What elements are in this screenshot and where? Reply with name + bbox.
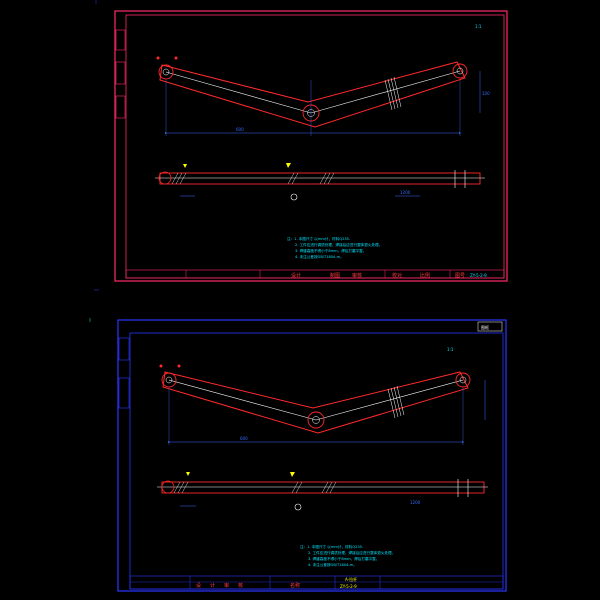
sheet-1-link-side-view: 1200 xyxy=(155,163,485,201)
note-1: 注：1. 本图尺寸 以mm计，材料Q235. xyxy=(287,236,350,241)
sheet-1-view-scale: 1:1 xyxy=(475,24,482,29)
tb2-drawing-number: ZY-5-2-9 xyxy=(340,584,357,589)
side-bar xyxy=(159,172,481,185)
side-hatches xyxy=(171,172,335,185)
tb2-cell-5: 名称 xyxy=(290,582,300,589)
note2-1: 注：1. 本图尺寸 以mm计，材料Q235. xyxy=(300,544,363,549)
link-outline xyxy=(159,61,466,128)
weld-symbol-left-2 xyxy=(186,472,190,476)
weld-symbol-mid-2 xyxy=(290,472,295,477)
link-centerline-2 xyxy=(168,379,464,421)
sheet-1: 1:1 600 100 xyxy=(114,10,508,282)
dim-span-label: 600 xyxy=(236,127,244,132)
sheet-1-notes: 注：1. 本图尺寸 以mm计，材料Q235. 2. 工件应进行调质处理，焊接后应… xyxy=(287,236,382,259)
sheet-2-notes: 注：1. 本图尺寸 以mm计，材料Q235. 2. 工件应进行调质处理，焊接后应… xyxy=(300,544,395,567)
sheet-2-stamp: 图框 xyxy=(481,324,489,330)
sheet-2-stamp-box xyxy=(477,321,503,332)
sheet-2: 图框 1:1 600 xyxy=(117,319,507,592)
right-eye xyxy=(452,63,468,79)
left-eye xyxy=(158,64,174,80)
sheet-2-view-scale: 1:1 xyxy=(447,347,454,352)
cad-crosshair-marks xyxy=(89,0,99,322)
note-2: 2. 工件应进行调质处理，焊接后应进行整体退火处理。 xyxy=(295,242,382,247)
sheet-1-title-block: 设计 制图 审核 校对 比例 图号 ZY-5-2-9 xyxy=(125,269,505,279)
sheet-2-binding-strip xyxy=(118,337,130,409)
note-3: 3. 焊缝高度不得小于8mm，焊后打磨平整。 xyxy=(295,248,366,253)
tb1-cell-4: 校对 xyxy=(392,272,402,279)
tb2-cell-4: 核 xyxy=(238,582,243,589)
dim-span-label-2: 600 xyxy=(240,436,248,441)
tb2-cell-1: 设 xyxy=(196,582,201,589)
tb2-cell-3: 审 xyxy=(224,582,229,589)
right-eye-2 xyxy=(455,372,471,388)
dim-lower-label: 1200 xyxy=(400,190,411,195)
note-4: 4. 未注公差按GB/T1804-m。 xyxy=(295,254,344,259)
tb1-cell-3: 审核 xyxy=(352,272,362,279)
note2-4: 4. 未注公差按GB/T1804-m。 xyxy=(308,562,357,567)
section-marker-a-2 xyxy=(294,503,302,511)
tb1-cell-1: 设计 xyxy=(291,272,301,279)
note2-2: 2. 工件应进行调质处理，焊接后应进行整体退火处理。 xyxy=(308,550,395,555)
tb1-cell-6: 图号 xyxy=(455,273,465,279)
tb1-drawing-number: ZY-5-2-9 xyxy=(470,273,487,278)
section-marker-a xyxy=(290,193,298,201)
weld-symbol-mid xyxy=(286,163,291,168)
weld-symbol-left xyxy=(183,164,187,168)
left-eye-2 xyxy=(161,372,177,388)
weld-hatch xyxy=(384,76,402,111)
sheet-2-outer-frame xyxy=(117,319,507,592)
sheet-2-link-side-view: 1200 xyxy=(157,472,488,511)
sheet-2-title-block: 设 计 审 核 名称 A-拉杆 ZY-5-2-9 xyxy=(129,575,504,590)
dim-height-label: 100 xyxy=(482,91,490,96)
sheet-2-link-top-view: 600 xyxy=(159,364,486,445)
sheet-1-outer-frame xyxy=(114,10,508,282)
left-eye-bore xyxy=(162,68,170,76)
dim-lower-label-2: 1200 xyxy=(410,500,421,505)
link-outline-2 xyxy=(162,371,469,434)
sheet-1-binding-strip xyxy=(115,29,126,119)
right-eye-bore xyxy=(456,67,464,75)
tb2-part-name: A-拉杆 xyxy=(345,576,357,582)
note2-3: 3. 焊缝高度不得小于8mm，焊后打磨平整。 xyxy=(308,556,379,561)
center-eye-2 xyxy=(307,411,325,429)
sheet-1-link-top-view: 600 100 xyxy=(156,56,490,136)
tb2-cell-2: 计 xyxy=(210,582,215,589)
tb1-cell-5: 比例 xyxy=(420,272,430,279)
tb1-cell-2: 制图 xyxy=(330,272,340,279)
weld-hatch-2 xyxy=(387,385,405,419)
